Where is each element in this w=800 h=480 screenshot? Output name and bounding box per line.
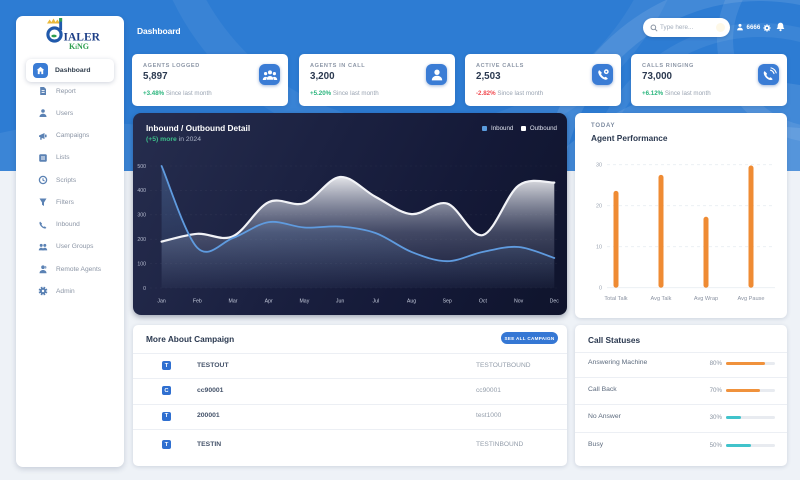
- svg-text:Jul: Jul: [372, 299, 379, 305]
- svg-text:20: 20: [596, 204, 602, 210]
- svg-text:400: 400: [137, 188, 146, 194]
- svg-text:IALER: IALER: [64, 32, 101, 44]
- svg-text:Sep: Sep: [443, 299, 452, 305]
- svg-text:Dec: Dec: [550, 299, 560, 305]
- svg-text:Jan: Jan: [157, 299, 165, 305]
- svg-text:Total Talk: Total Talk: [604, 296, 627, 302]
- svg-text:0: 0: [143, 286, 146, 292]
- svg-text:0: 0: [599, 286, 602, 292]
- svg-text:300: 300: [137, 213, 146, 219]
- svg-text:10: 10: [596, 245, 602, 251]
- svg-text:Avg Talk: Avg Talk: [651, 296, 672, 302]
- svg-text:100: 100: [137, 261, 146, 267]
- svg-text:Avg Wrap: Avg Wrap: [694, 296, 718, 302]
- svg-text:Mar: Mar: [229, 299, 238, 305]
- svg-text:30: 30: [596, 163, 602, 169]
- svg-text:May: May: [299, 299, 309, 305]
- svg-text:Aug: Aug: [407, 299, 416, 305]
- svg-text:Nov: Nov: [514, 299, 524, 305]
- svg-text:Apr: Apr: [265, 299, 273, 305]
- svg-text:200: 200: [137, 237, 146, 243]
- svg-text:500: 500: [137, 164, 146, 170]
- svg-text:KiNG: KiNG: [69, 42, 89, 51]
- svg-text:Jun: Jun: [336, 299, 344, 305]
- svg-text:Feb: Feb: [193, 299, 202, 305]
- svg-text:Oct: Oct: [479, 299, 488, 305]
- svg-text:Avg Pause: Avg Pause: [738, 296, 765, 302]
